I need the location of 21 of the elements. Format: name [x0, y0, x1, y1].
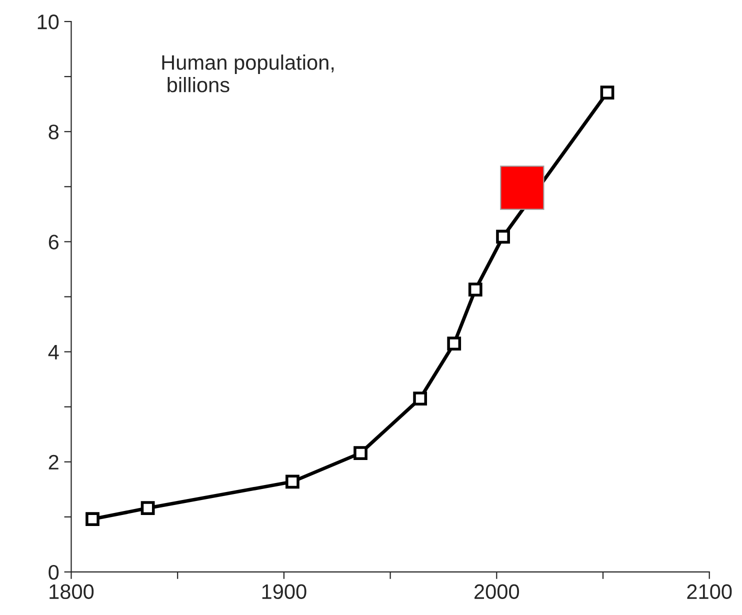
y-tick-label: 10: [38, 14, 59, 30]
point: [140, 501, 155, 516]
y-tick-label: 4: [48, 344, 59, 360]
x-tick-label: 1900: [262, 584, 306, 600]
point: [413, 392, 428, 406]
point: [600, 86, 614, 100]
y-tick-label: 8: [48, 124, 59, 140]
y-tick-label: 2: [48, 454, 58, 470]
point: [500, 166, 544, 210]
x-tick-label: 2000: [474, 584, 520, 600]
y-tick-label: 0: [48, 564, 59, 580]
point: [496, 230, 510, 244]
x-tick-label: 2100: [687, 584, 732, 600]
point: [354, 446, 368, 460]
y-tick-label: 6: [48, 234, 59, 250]
point: [286, 474, 300, 489]
point: [86, 512, 100, 526]
point: [468, 282, 482, 297]
point: [447, 336, 462, 350]
x-tick-label: 1800: [50, 584, 94, 600]
annotation: Human population, billions: [162, 54, 334, 92]
